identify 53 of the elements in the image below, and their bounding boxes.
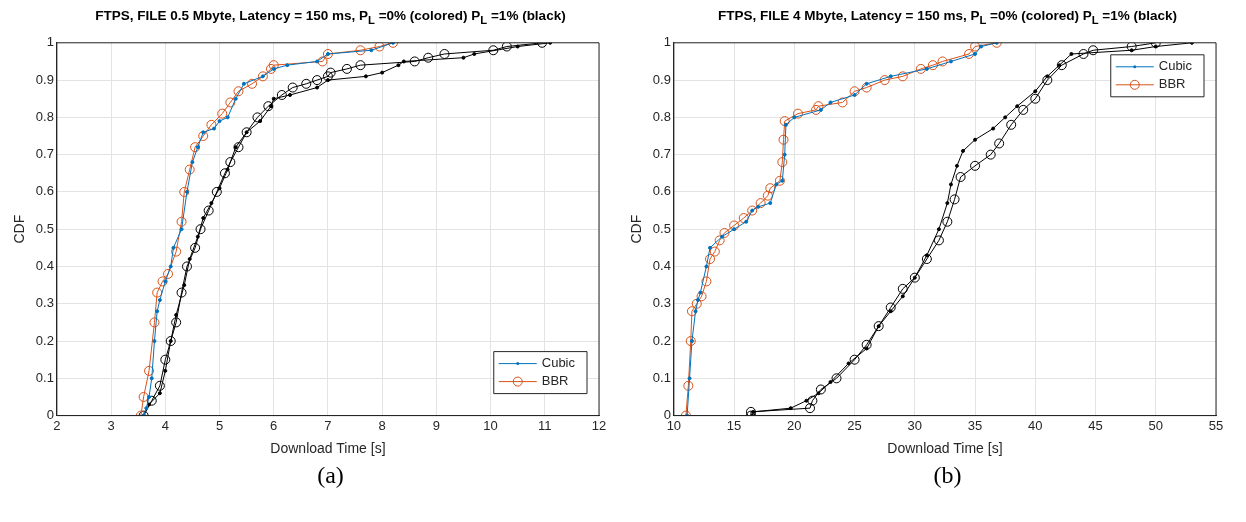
x-tick-label: 55 bbox=[1208, 417, 1224, 433]
y-tick-label: 0.9 bbox=[652, 71, 671, 87]
x-tick-label: 9 bbox=[432, 417, 440, 433]
y-axis-title: CDF bbox=[628, 214, 645, 244]
y-tick-label: 1 bbox=[46, 34, 54, 50]
y-tick-label: 0.3 bbox=[652, 295, 671, 311]
x-tick-label: 10 bbox=[483, 417, 498, 433]
y-tick-label: 0.5 bbox=[652, 220, 671, 236]
x-tick-label: 50 bbox=[1148, 417, 1163, 433]
y-tick-label: 0.4 bbox=[35, 258, 54, 274]
legend-label: Cubic bbox=[541, 355, 576, 371]
y-tick-label: 0.8 bbox=[35, 108, 54, 124]
y-tick-label: 0.9 bbox=[35, 71, 54, 87]
x-axis-title: Download Time [s] bbox=[887, 440, 1003, 457]
y-tick-label: 0.6 bbox=[652, 183, 671, 199]
y-tick-label: 1 bbox=[663, 34, 671, 50]
x-tick-label: 25 bbox=[847, 417, 862, 433]
y-tick-label: 0.4 bbox=[652, 258, 671, 274]
x-tick-label: 12 bbox=[591, 417, 607, 433]
x-tick-label: 7 bbox=[324, 417, 332, 433]
legend-label: Cubic bbox=[1158, 58, 1193, 74]
y-tick-label: 0.1 bbox=[652, 369, 671, 385]
x-tick-label: 3 bbox=[107, 417, 115, 433]
x-axis-title: Download Time [s] bbox=[270, 440, 386, 457]
y-tick-label: 0.8 bbox=[652, 108, 671, 124]
text: (a) bbox=[316, 462, 345, 489]
y-tick-label: 0.3 bbox=[35, 295, 54, 311]
text: (b) bbox=[932, 462, 963, 489]
y-axis-title: CDF bbox=[11, 214, 28, 244]
x-tick-label: 2 bbox=[53, 417, 61, 433]
x-tick-label: 11 bbox=[538, 417, 552, 433]
x-tick-label: 30 bbox=[907, 417, 923, 433]
y-tick-label: 0.5 bbox=[35, 220, 54, 236]
x-tick-label: 5 bbox=[215, 417, 224, 433]
x-tick-label: 15 bbox=[726, 417, 742, 433]
x-tick-label: 35 bbox=[967, 417, 983, 433]
x-tick-label: 4 bbox=[161, 417, 169, 433]
chart-title: FTPS, FILE 4 Mbyte, Latency = 150 ms, P$_{L}$ =0% (colored) P$_{L}$ =1% (black) bbox=[716, 8, 1178, 28]
y-tick-label: 0.7 bbox=[652, 146, 671, 162]
x-tick-label: 40 bbox=[1028, 417, 1043, 433]
y-tick-label: 0.7 bbox=[35, 146, 54, 162]
x-tick-label: 8 bbox=[378, 417, 386, 433]
y-tick-label: 0 bbox=[46, 407, 54, 423]
legend-label: BBR bbox=[541, 373, 569, 389]
chart-title: FTPS, FILE 0.5 Mbyte, Latency = 150 ms, P$_{L}$ =0% (colored) P$_{L}$ =1% (black) bbox=[94, 8, 567, 28]
y-tick-label: 0.2 bbox=[652, 332, 671, 348]
y-tick-label: 0.2 bbox=[35, 332, 54, 348]
y-tick-label: 0.1 bbox=[35, 369, 54, 385]
legend-label: BBR bbox=[1158, 76, 1186, 92]
x-tick-label: 6 bbox=[270, 417, 278, 433]
x-tick-label: 45 bbox=[1088, 417, 1103, 433]
x-tick-label: 20 bbox=[787, 417, 802, 433]
y-tick-label: 0.6 bbox=[35, 183, 54, 199]
